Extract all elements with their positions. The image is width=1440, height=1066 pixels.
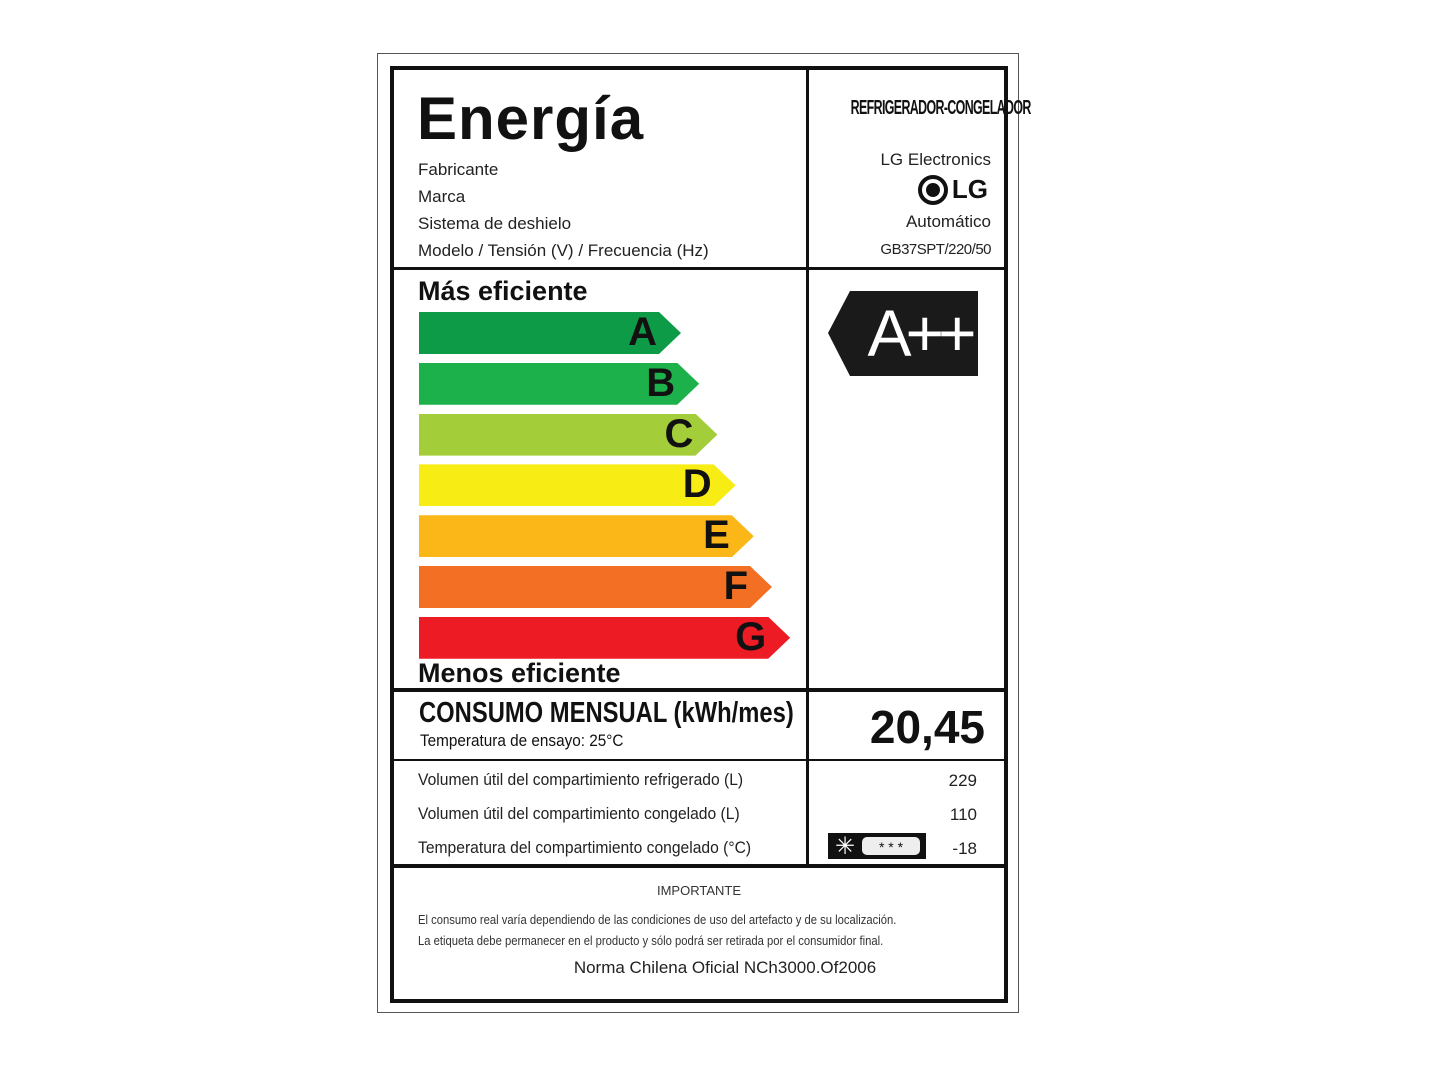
divider [390,759,1008,761]
stars: * * * [862,837,920,855]
efficiency-letter: A [628,310,657,354]
spec-label: Volumen útil del compartimiento congelad… [418,804,740,823]
divider [390,267,1008,270]
divider [390,688,1008,692]
efficiency-bar-a: A [419,312,681,354]
spec-value: -18 [952,839,977,858]
brand-value: LG [951,174,988,204]
field-label: Sistema de deshielo [418,214,572,233]
efficiency-letter: F [723,564,748,608]
scale-bottom-label: Menos eficiente [418,658,621,688]
field-value: GB37SPT/220/50 [880,241,991,258]
field-value: LG Electronics [880,150,991,169]
consumption-label: CONSUMO MENSUAL (kWh/mes) [419,697,794,729]
efficiency-letter: E [703,513,730,558]
freezer-stars-icon: ✳ * * * [828,833,926,860]
spec-label: Temperatura del compartimiento congelado… [418,838,752,857]
notice-title: IMPORTANTE [656,883,742,898]
lg-logo-icon [917,174,948,205]
scale-top-label: Más eficiente [418,276,588,306]
efficiency-bar-e: E [419,513,754,558]
spec-value: 110 [949,805,977,824]
efficiency-letter: B [646,360,676,405]
divider-vertical [806,66,809,866]
efficiency-letter: G [735,614,767,659]
label-title: Energía [417,85,645,152]
rating-badge: A++ [828,291,978,376]
consumption-value: 20,45 [869,701,985,753]
field-label: Modelo / Tensión (V) / Frecuencia (Hz) [418,241,709,260]
appliance-type: REFRIGERADOR-CONGELADOR [850,97,1032,119]
inner-border [390,66,1008,1003]
efficiency-bar-b: B [419,360,700,405]
divider [390,864,1008,868]
efficiency-bar-d: D [419,462,736,507]
outer-border [377,53,1019,1013]
consumption-sublabel: Temperatura de ensayo: 25°C [420,731,624,750]
norm: Norma Chilena Oficial NCh3000.Of2006 [573,958,877,977]
field-label: Fabricante [418,160,499,179]
field-value: Automático [905,212,991,231]
efficiency-bar-c: C [419,411,718,456]
brand-logo: LG [917,174,988,205]
rating-text: A++ [867,296,976,370]
spec-value: 229 [948,771,977,790]
efficiency-letter: C [664,411,694,456]
efficiency-bar-g: G [419,614,791,659]
efficiency-bar-f: F [419,566,772,608]
spec-label: Volumen útil del compartimiento refriger… [418,770,744,789]
efficiency-letter: D [682,462,712,507]
notice-line: La etiqueta debe permanecer en el produc… [418,934,884,948]
notice-line: El consumo real varía dependiendo de las… [418,913,897,927]
field-label: Marca [418,187,466,206]
